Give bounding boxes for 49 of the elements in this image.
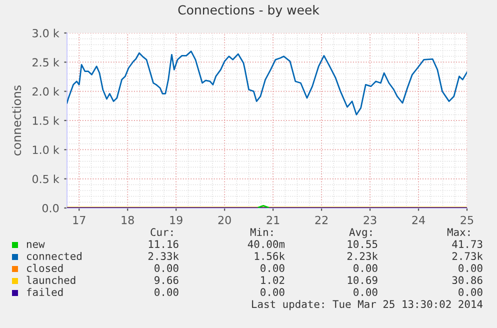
text: 10.69	[348, 276, 378, 284]
x-tick-label: 25	[460, 216, 474, 224]
text: Last update: Tue Mar 25 13:30:02 2014	[252, 300, 483, 310]
text: 0.00	[354, 288, 378, 296]
text: 9.66	[154, 276, 178, 284]
y-tick-label: 0.0	[42, 204, 59, 212]
text: 0.00	[260, 288, 284, 296]
text: 30.86	[452, 276, 482, 284]
text: 2.33k	[148, 252, 179, 260]
legend-label: failed	[26, 288, 63, 296]
text: 40.00m	[248, 240, 285, 248]
x-tick-label: 24	[412, 216, 425, 224]
x-tick-label: 20	[218, 216, 231, 224]
y-tick-label: 1.5 k	[32, 116, 60, 125]
text: Min:	[250, 228, 273, 236]
y-tick-label: 3.0 k	[32, 28, 60, 38]
line-series	[67, 50, 467, 116]
x-tick-label: 23	[364, 216, 376, 224]
text: 0.00	[354, 264, 378, 272]
text: 41.73	[452, 240, 482, 248]
legend-label: launched	[26, 276, 76, 284]
legend-label: connected	[26, 252, 82, 260]
text: Max:	[447, 228, 470, 236]
legend-label: new	[26, 242, 45, 248]
text: 11.16	[148, 240, 178, 248]
text: 10.55	[348, 240, 378, 248]
y-axis-title: connections	[12, 85, 22, 156]
text: 0.00	[260, 264, 284, 272]
text: 1.02	[261, 276, 284, 284]
text: 0.00	[154, 288, 178, 296]
x-tick-label: 18	[122, 216, 134, 224]
text: 2.73k	[452, 252, 483, 260]
text: 0.00	[458, 288, 482, 296]
y-tick-label: 0.5 k	[32, 174, 60, 184]
x-tick-label: 19	[170, 216, 182, 224]
text: Avg:	[349, 228, 372, 238]
chart-title: Connections - by week	[178, 4, 320, 18]
x-tick-label: 22	[315, 216, 328, 224]
y-tick-label: 2.0 k	[32, 87, 60, 96]
text: Cur:	[150, 228, 173, 236]
y-tick-label: 2.5 k	[32, 58, 60, 67]
x-tick-label: 17	[73, 216, 86, 224]
y-tick-label: 1.0 k	[32, 145, 60, 154]
text: 2.23k	[347, 252, 378, 260]
text: 1.56k	[254, 252, 285, 260]
text: 0.00	[154, 264, 178, 272]
x-tick-label: 21	[266, 216, 280, 224]
text: 0.00	[458, 264, 482, 272]
legend-label: closed	[26, 264, 63, 272]
